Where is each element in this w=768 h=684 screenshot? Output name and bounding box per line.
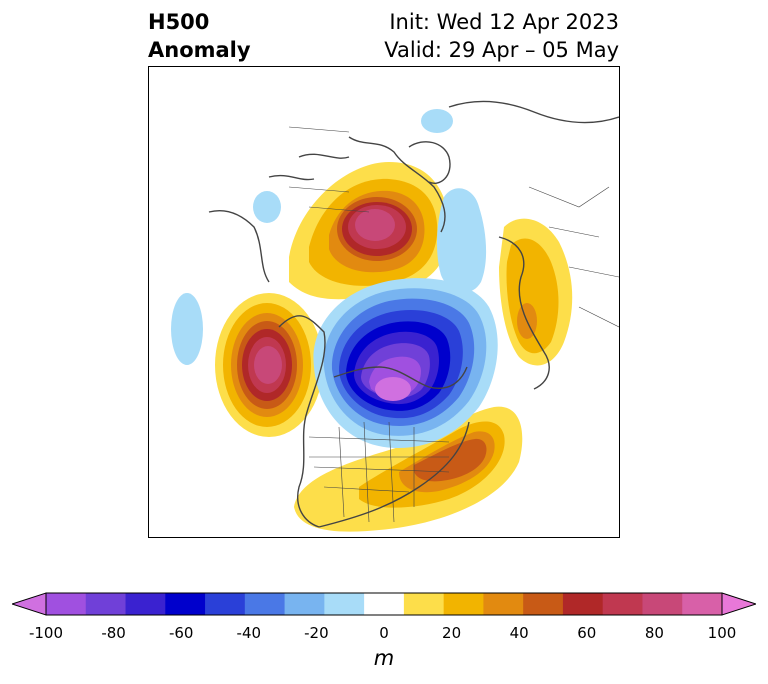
anomaly-ridge-pacific (215, 293, 323, 437)
colorbar-tick-label: -40 (236, 624, 262, 642)
colorbar-tick-label: 20 (442, 624, 462, 642)
colorbar-bin (165, 593, 206, 615)
anomaly-map (171, 100, 619, 532)
colorbar-unit-label: m (373, 646, 395, 670)
map-coastlines (208, 100, 619, 528)
anomaly-ridge-southeast-us (294, 406, 523, 532)
colorbar-bin (602, 593, 643, 615)
colorbar-tick-label: 40 (509, 624, 529, 642)
colorbar-bin (523, 593, 564, 615)
colorbar-bin (364, 593, 405, 615)
anomaly-trough-north-pacific (171, 293, 203, 365)
colorbar-bin (682, 593, 723, 615)
colorbar-bin (642, 593, 683, 615)
colorbar-tick-label: -100 (28, 624, 64, 642)
colorbar-extend-high (721, 592, 756, 616)
colorbar-bin (284, 593, 325, 615)
map-title-left: H500 Anomaly (148, 8, 251, 64)
colorbar-bin (205, 593, 246, 615)
colorbar-tick-label: 60 (577, 624, 597, 642)
colorbar-extend-low (12, 592, 47, 616)
colorbar-bin (85, 593, 127, 615)
colorbar-tick-label: -60 (168, 624, 194, 642)
colorbar (12, 592, 756, 616)
map-borders (288, 126, 619, 523)
anomaly-ridge-greenland (289, 162, 449, 300)
colorbar-bin (324, 593, 365, 615)
title-field-type: Anomaly (148, 38, 251, 62)
colorbar-outline (45, 592, 723, 616)
map-title-right: Init: Wed 12 Apr 2023 Valid: 29 Apr – 05… (384, 8, 619, 64)
colorbar-bin (562, 593, 604, 615)
colorbar-bin (483, 593, 524, 615)
colorbar-tick-label: -80 (101, 624, 126, 642)
colorbar-bin (403, 593, 445, 615)
title-field-name: H500 (148, 10, 210, 34)
anomaly-trough-canada (313, 278, 498, 449)
colorbar-tick-label: -20 (304, 624, 329, 642)
title-init-date: Init: Wed 12 Apr 2023 (389, 10, 619, 34)
colorbar-bin (125, 593, 166, 615)
colorbar-tick-label: 0 (379, 624, 389, 642)
colorbar-bin (443, 593, 484, 615)
colorbar-bin (46, 593, 87, 615)
colorbar-tick-label: 80 (644, 624, 664, 642)
colorbar-tick-label: 100 (707, 624, 737, 642)
anomaly-ridge-europe (499, 218, 573, 366)
title-valid-period: Valid: 29 Apr – 05 May (384, 38, 619, 62)
anomaly-trough-arctic (253, 109, 487, 293)
map-panel (148, 66, 620, 538)
colorbar-bin (244, 593, 286, 615)
